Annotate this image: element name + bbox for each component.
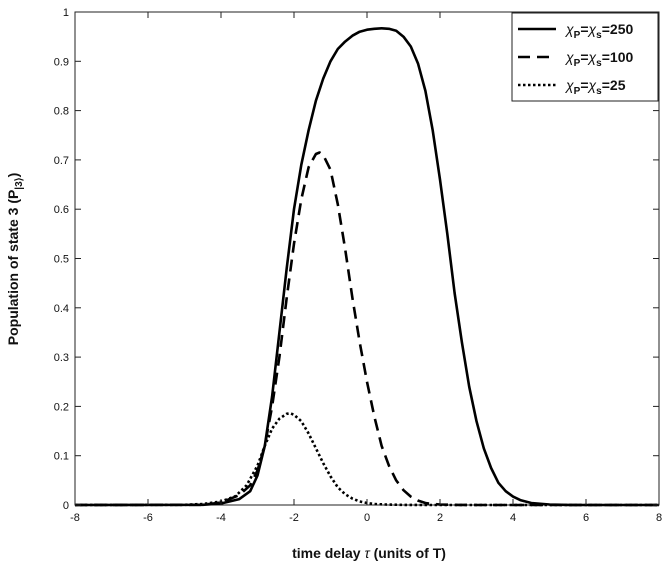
y-tick-label: 0.7 [54,155,69,167]
y-tick-label: 0.3 [54,352,69,364]
x-tick-label: -8 [70,512,80,524]
y-tick-label: 0.9 [54,56,69,68]
series-line-1 [74,26,659,507]
legend: χP=χs=250 χP=χs=100 χP=χs=25 [511,12,659,102]
x-tick-label: 4 [510,512,516,524]
x-tick-label: -6 [143,512,153,524]
x-tick-label: -4 [216,512,226,524]
y-tick-label: 0.8 [54,106,69,118]
y-tick-label: 0.4 [54,303,69,315]
x-tick-label: 8 [656,512,662,524]
series-line-3 [74,411,659,507]
y-tick-label: 0.2 [54,401,69,413]
x-tick-label: 2 [437,512,443,524]
y-tick-label: 0.5 [54,254,69,266]
y-tick-label: 0.1 [54,451,69,463]
legend-label-1: χP=χs=250 [564,21,633,41]
x-tick-label: 6 [583,512,589,524]
series-layer [74,26,659,507]
legend-box [511,12,659,102]
y-axis-label: Population of state 3 (P|3⟩) [5,173,25,346]
x-tick-label: -2 [289,512,299,524]
legend-label-2: χP=χs=100 [564,49,633,69]
y-tick-label: 0 [63,500,69,512]
x-tick-label: 0 [364,512,370,524]
y-tick-label: 1 [63,7,69,19]
y-tick-label: 0.6 [54,204,69,216]
legend-label-3: χP=χs=25 [564,77,626,97]
x-axis-label: time delay τ (units of T) [292,545,446,561]
